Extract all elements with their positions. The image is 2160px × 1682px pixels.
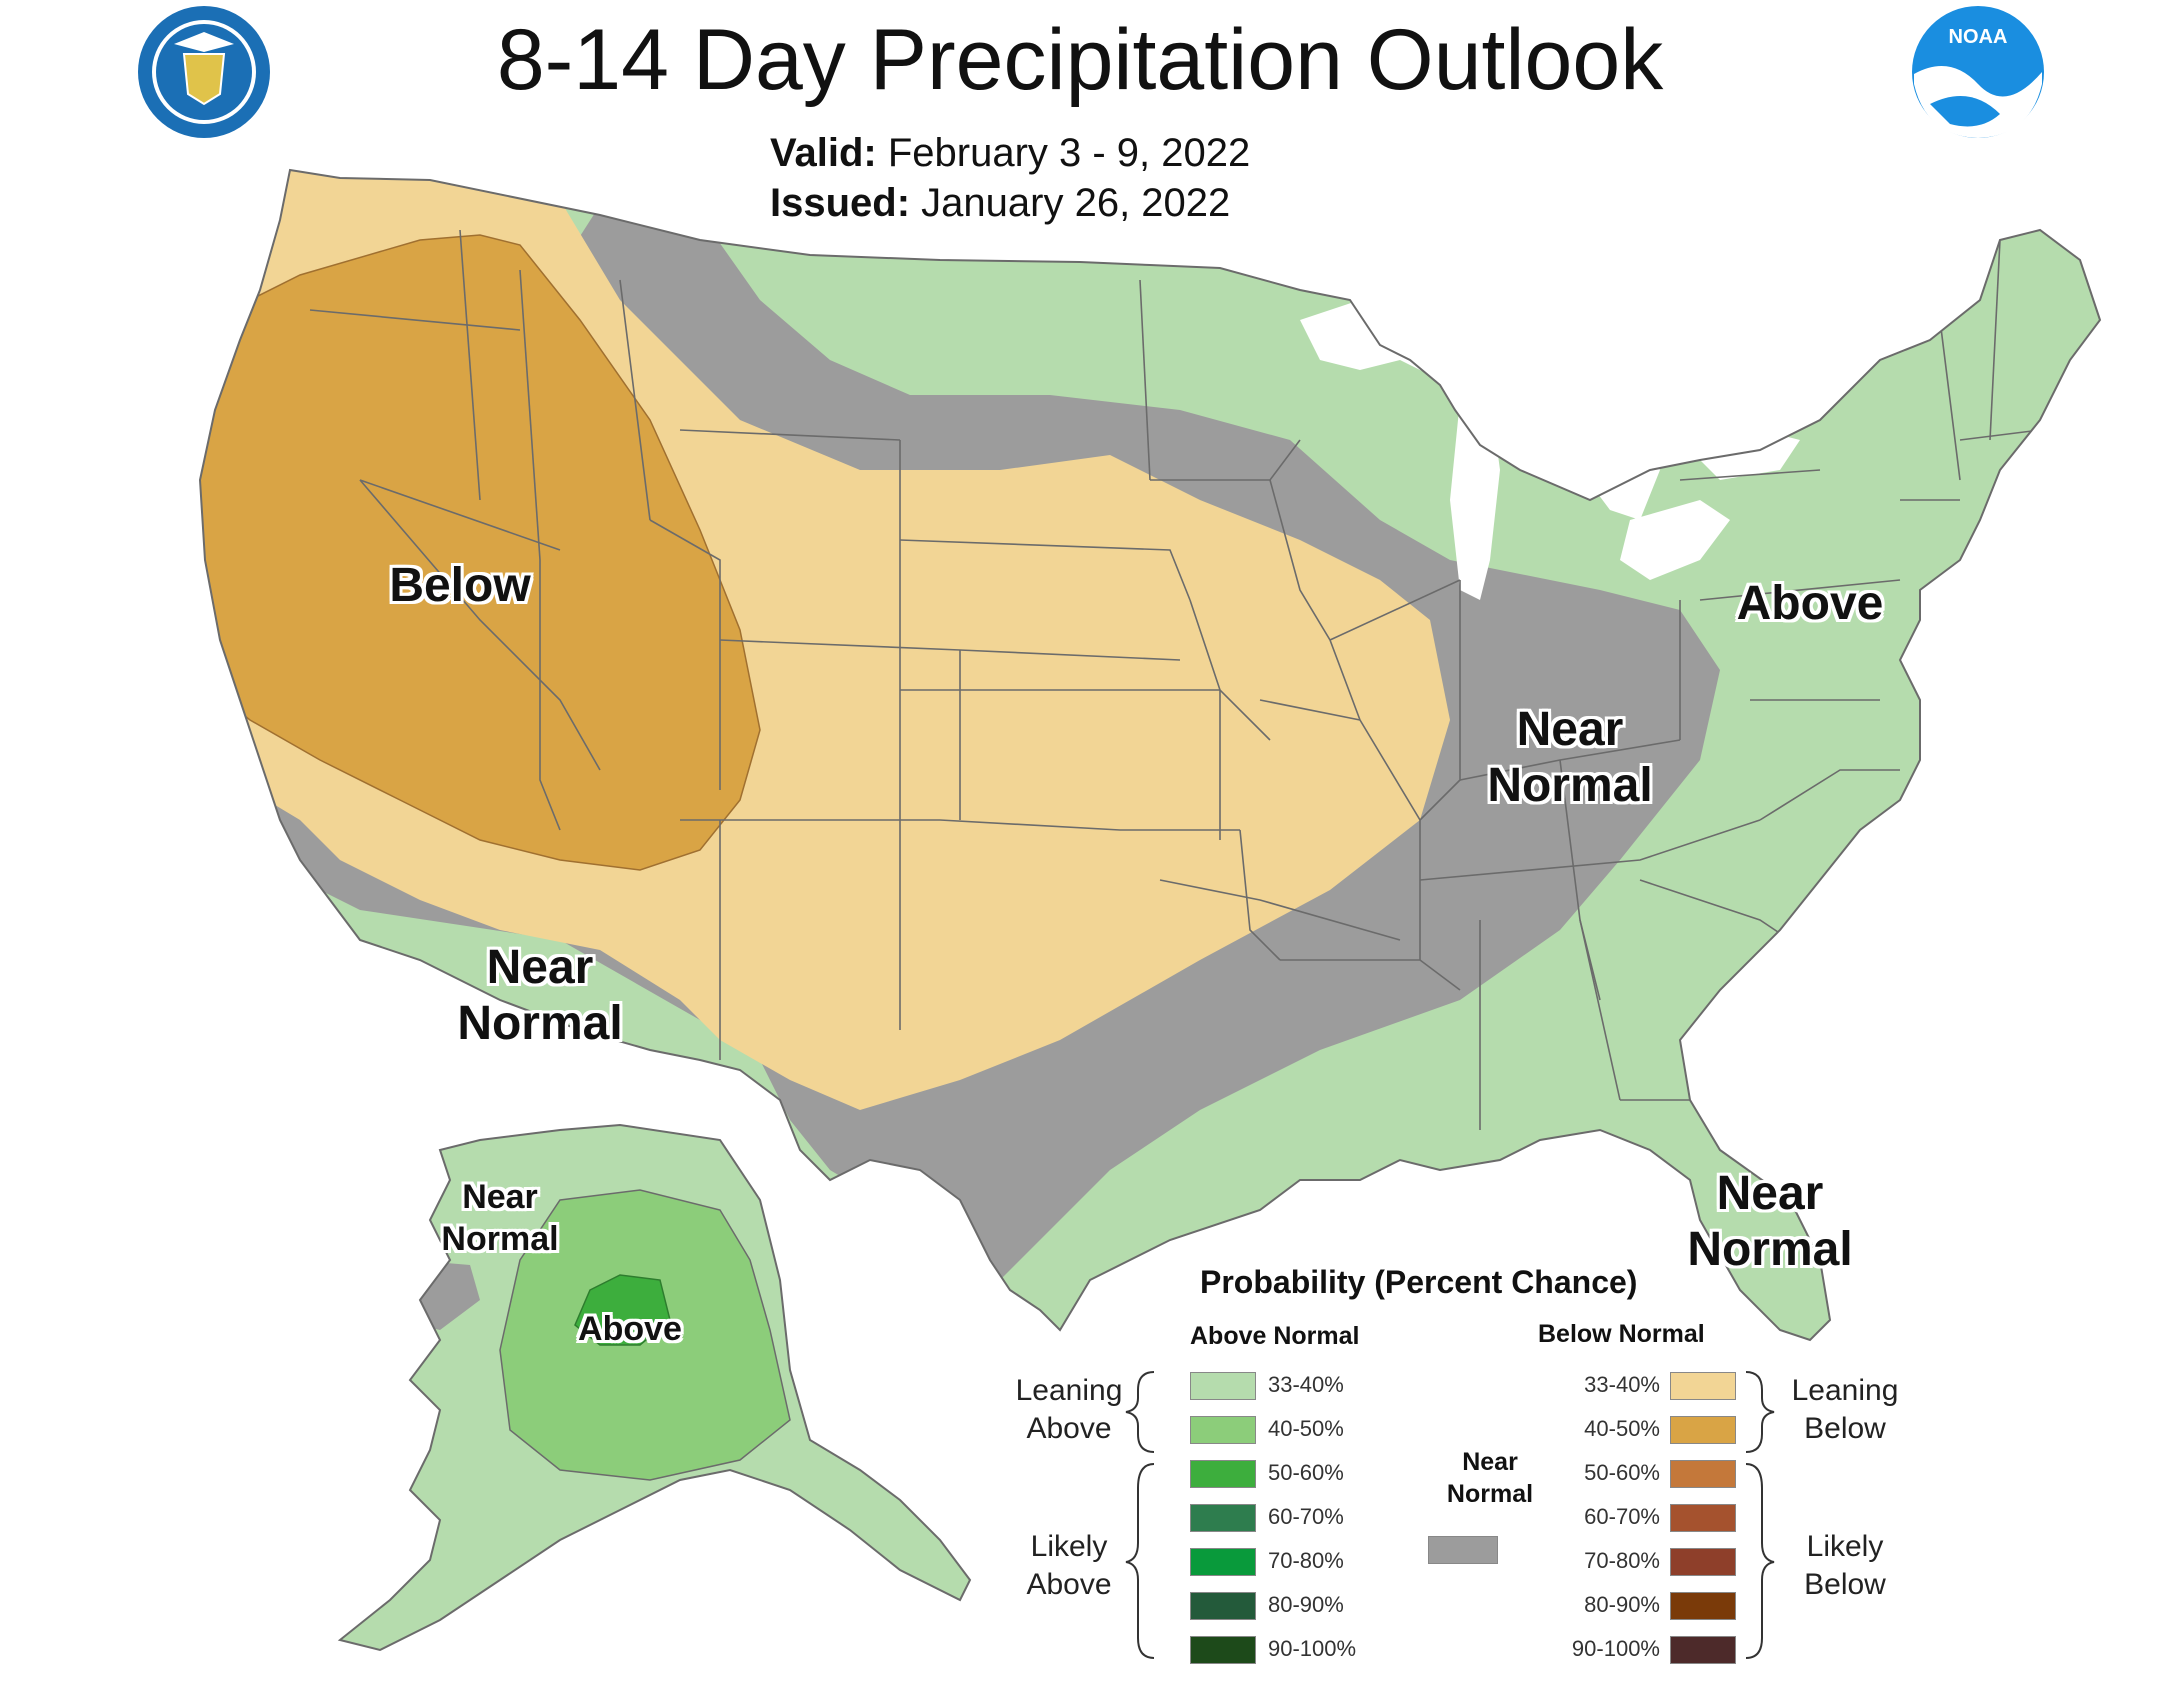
noaa-logo: NOAA (1910, 4, 2046, 140)
swatch-below-40-50 (1670, 1416, 1736, 1444)
swatch-near-normal (1428, 1536, 1498, 1564)
swatch-below-90-100 (1670, 1636, 1736, 1664)
valid-label: Valid: (770, 131, 877, 175)
label-line: Leaning (1791, 1374, 1899, 1407)
label-line: Normal (1487, 759, 1653, 812)
label-line: Normal (1687, 1223, 1853, 1276)
label-west-below: Below (389, 559, 531, 612)
label-line: Above (1026, 1412, 1112, 1445)
label-line: Normal (1446, 1480, 1534, 1508)
swatch-above-90-100 (1190, 1636, 1256, 1664)
swatch-above-80-90 (1190, 1592, 1256, 1620)
issued-date: Issued: January 26, 2022 (770, 178, 1230, 228)
swatch-above-70-80 (1190, 1548, 1256, 1576)
range-below-90-100: 90-100% (1571, 1636, 1660, 1661)
label-east-above: Above (1736, 577, 1884, 630)
range-below-80-90: 80-90% (1584, 1592, 1660, 1617)
valid-dates: Valid: February 3 - 9, 2022 (770, 128, 1250, 178)
swatch-above-33-40 (1190, 1372, 1256, 1400)
label-line: Near (462, 1178, 538, 1216)
swatch-below-70-80 (1670, 1548, 1736, 1576)
label-line: Near (486, 941, 594, 994)
range-below-50-60: 50-60% (1584, 1460, 1660, 1485)
range-below-40-50: 40-50% (1584, 1416, 1660, 1441)
label-line: Normal (441, 1220, 559, 1258)
legend-leaning-above-label: Leaning Above (1004, 1372, 1134, 1448)
swatch-above-40-50 (1190, 1416, 1256, 1444)
swatch-above-60-70 (1190, 1504, 1256, 1532)
legend-likely-below-label: Likely Below (1780, 1528, 1910, 1604)
label-florida-near-normal: Near Normal (1660, 1166, 1880, 1278)
label-line: Likely (1806, 1530, 1884, 1563)
swatch-below-33-40 (1670, 1372, 1736, 1400)
valid-value: February 3 - 9, 2022 (887, 131, 1251, 175)
range-above-40-50: 40-50% (1268, 1416, 1344, 1441)
label-southwest-near-normal: Near Normal (440, 940, 640, 1052)
page-title: 8-14 Day Precipitation Outlook (496, 12, 1664, 108)
issued-value: January 26, 2022 (921, 181, 1231, 225)
label-line: Likely (1030, 1530, 1108, 1563)
noaa-logo-icon (1912, 6, 2044, 138)
legend-leaning-below-label: Leaning Below (1780, 1372, 1910, 1448)
label-line: Near (1716, 1167, 1824, 1220)
swatch-below-80-90 (1670, 1592, 1736, 1620)
alaska-above-50-60-zone (574, 1274, 671, 1346)
label-alaska-above: Above (578, 1310, 682, 1348)
label-line: Below (1804, 1568, 1886, 1601)
legend-likely-above-label: Likely Above (1004, 1528, 1134, 1604)
label-line: Above (1026, 1568, 1112, 1601)
range-below-60-70: 60-70% (1584, 1504, 1660, 1529)
range-above-33-40: 33-40% (1268, 1372, 1344, 1397)
label-line: Normal (457, 997, 623, 1050)
legend-below-header: Below Normal (1538, 1320, 1705, 1348)
noaa-logo-text: NOAA (1948, 26, 2008, 48)
range-above-80-90: 80-90% (1268, 1592, 1344, 1617)
label-line: Near (1462, 1448, 1518, 1476)
state-boundaries (309, 229, 2041, 1130)
label-central-near-normal: Near Normal (1460, 702, 1680, 814)
legend-braces-left (1125, 1371, 1155, 1659)
legend-above-scale: 33-40% 40-50% 50-60% 60-70% 70-80% 80-90… (1190, 1372, 1420, 1682)
legend-above-header: Above Normal (1190, 1322, 1360, 1350)
swatch-above-50-60 (1190, 1460, 1256, 1488)
label-line: Below (1804, 1412, 1886, 1445)
range-above-60-70: 60-70% (1268, 1504, 1344, 1529)
range-above-90-100: 90-100% (1268, 1636, 1357, 1661)
range-below-33-40: 33-40% (1584, 1372, 1660, 1397)
label-line: Near (1516, 703, 1624, 756)
range-above-70-80: 70-80% (1268, 1548, 1344, 1573)
label-line: Leaning (1015, 1374, 1123, 1407)
legend-title: Probability (Percent Chance) (1200, 1264, 1638, 1300)
swatch-below-50-60 (1670, 1460, 1736, 1488)
swatch-below-60-70 (1670, 1504, 1736, 1532)
seal-icon (138, 6, 270, 138)
commerce-seal-logo (136, 4, 272, 140)
issued-label: Issued: (770, 181, 911, 225)
range-above-50-60: 50-60% (1268, 1460, 1344, 1485)
range-below-70-80: 70-80% (1584, 1548, 1660, 1573)
legend-below-scale: 33-40% 40-50% 50-60% 60-70% 70-80% 80-90… (1540, 1372, 1740, 1682)
legend-near-normal-label: Near Normal (1430, 1446, 1550, 1510)
label-alaska-near-normal: Near Normal (410, 1176, 590, 1260)
legend-braces-right (1745, 1371, 1775, 1659)
